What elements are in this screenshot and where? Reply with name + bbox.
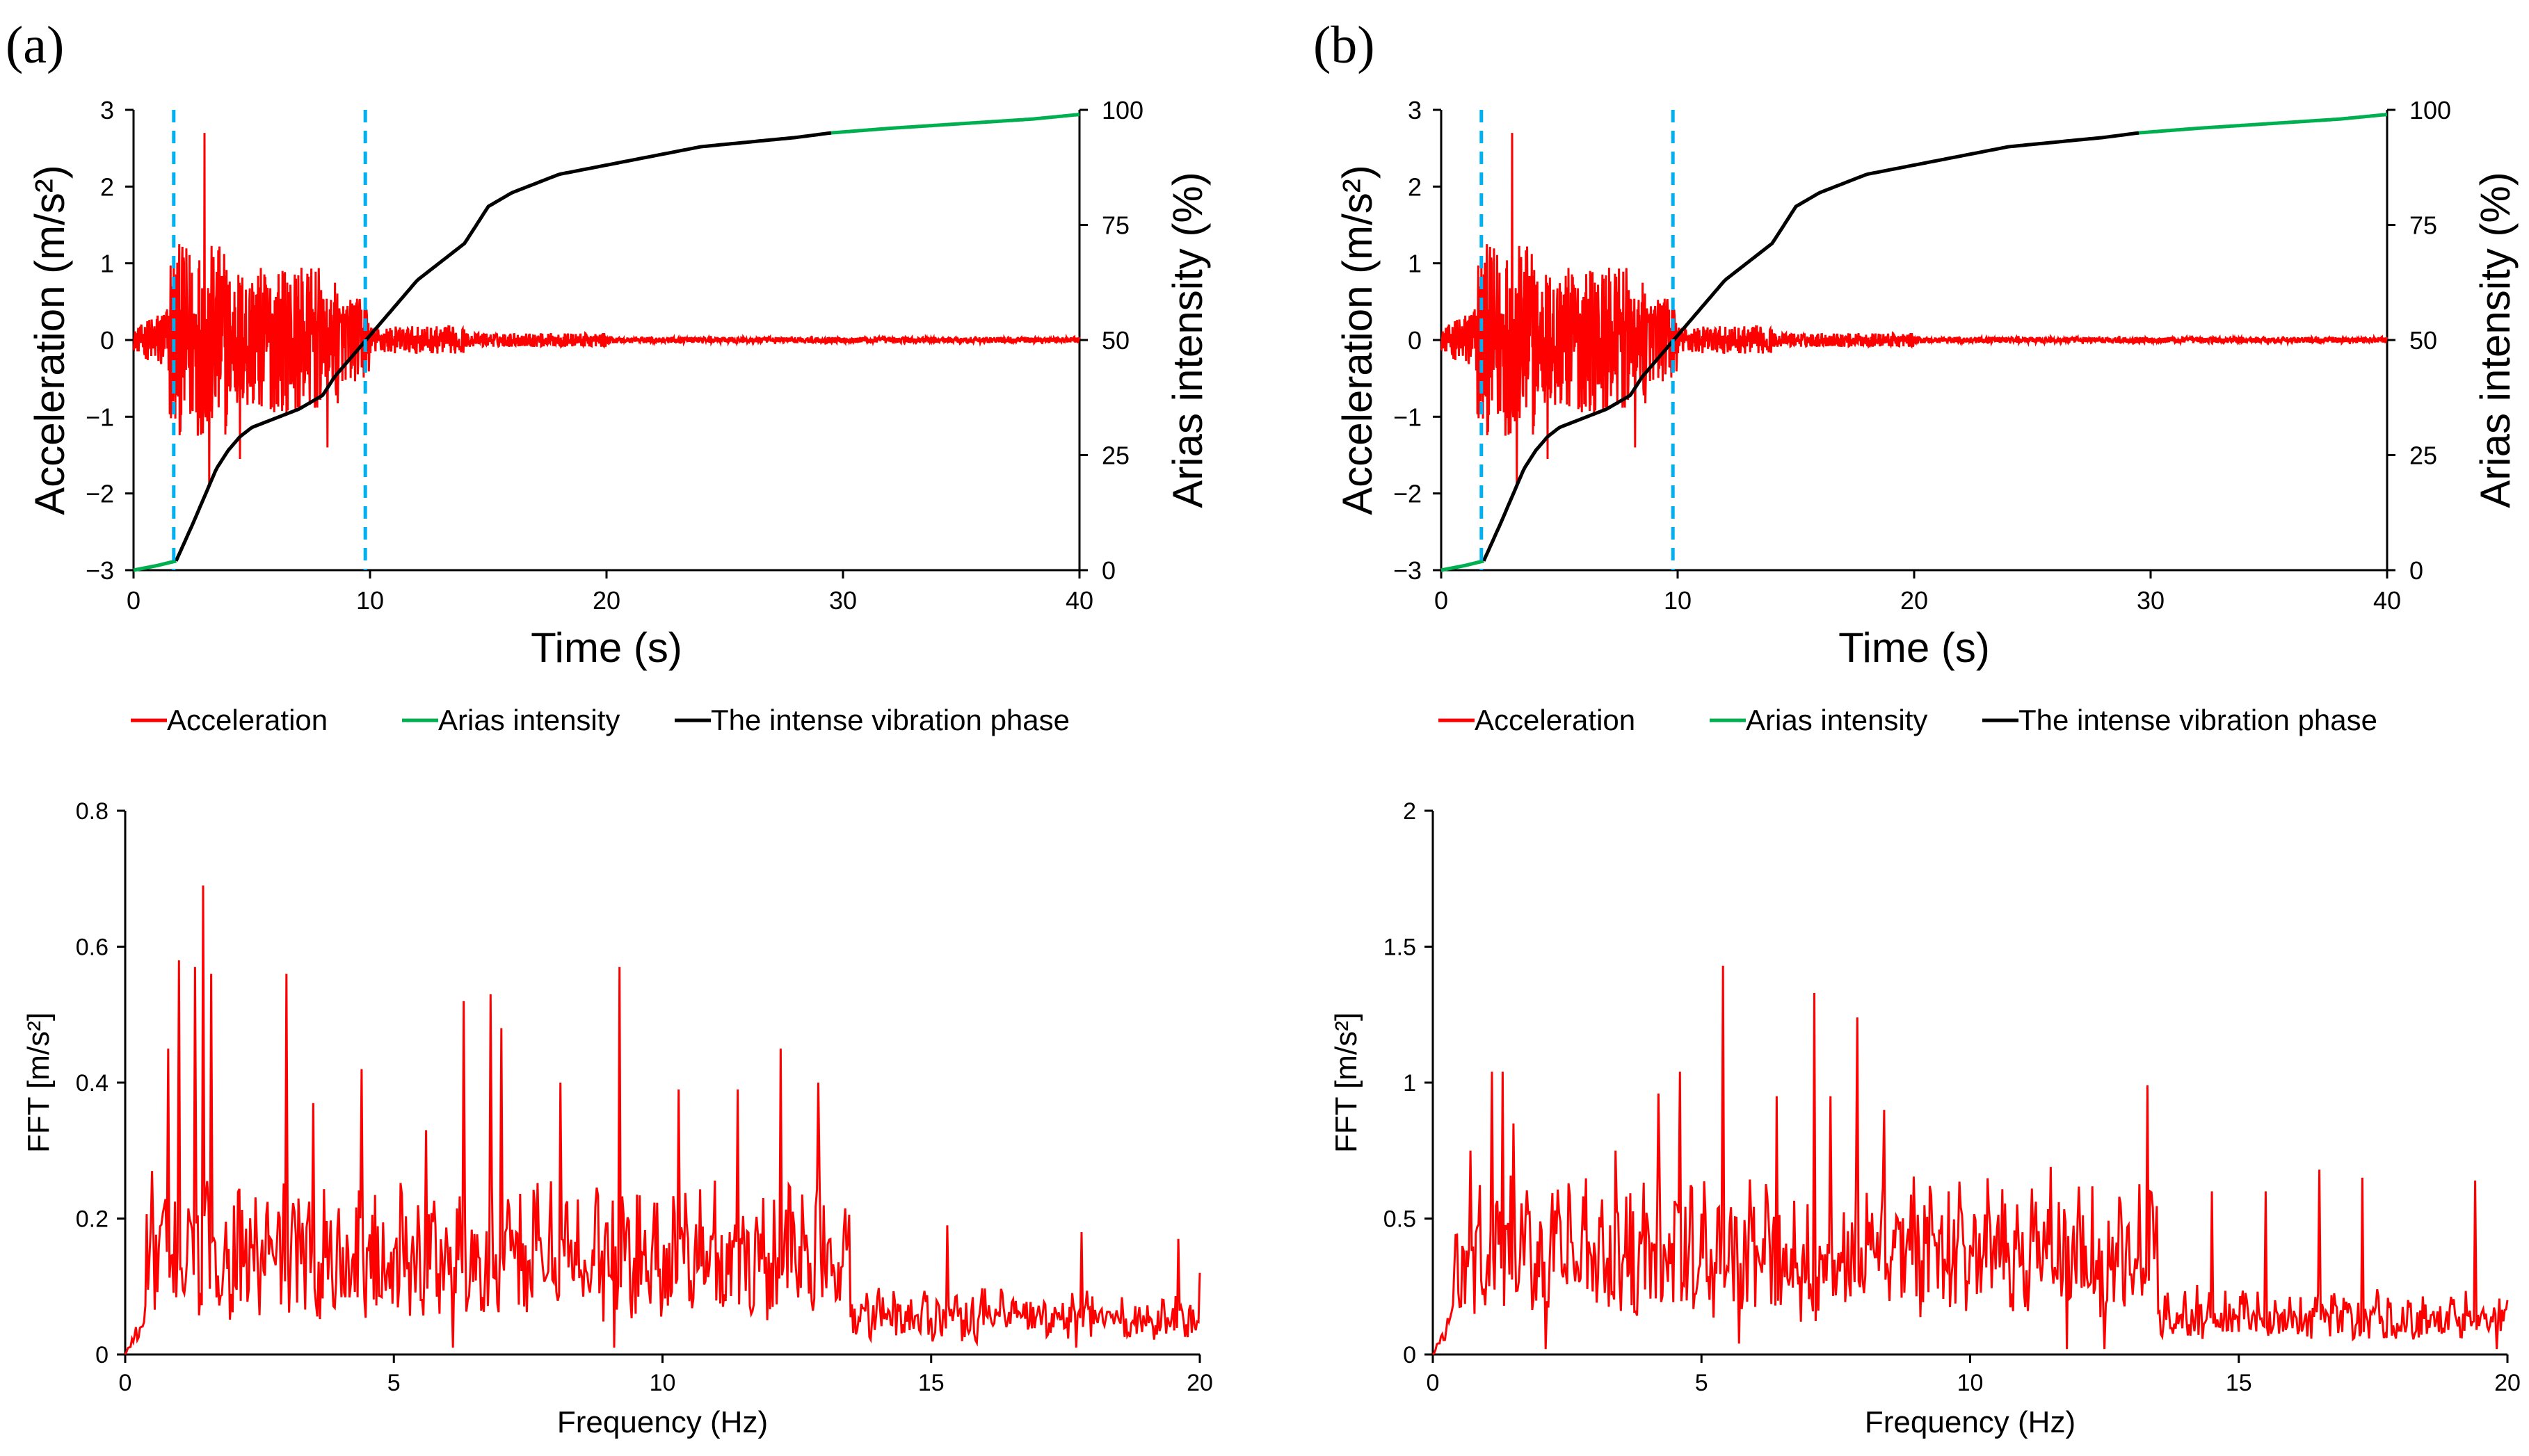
y-left-tick-label: 3 [100,96,114,124]
legend-a: Acceleration Arias intensity The intense v… [131,704,1070,736]
legend-label-intense: The intense vibration phase [711,704,1070,736]
fft-y-tick-label: 1.5 [1383,935,1416,961]
fft-y-tick-label: 1 [1403,1070,1416,1097]
arias-intensity-series-line-end [830,113,1080,135]
fft-x-tick-label: 5 [1695,1370,1708,1396]
fft-x-tick-label: 20 [2494,1370,2521,1396]
legend-label-acceleration: Acceleration [1475,704,1635,736]
fft-y-tick-label: 0.6 [76,935,109,961]
legend-label-acceleration: Acceleration [167,704,328,736]
arias-intensity-series-line-start [1440,559,1485,572]
fft-x-tick-label: 10 [1957,1370,1984,1396]
fft-chart-a: 0 5 10 15 20 0 0.2 0.4 0.6 0.8 Frequency (Hz) FFT [… [22,798,1213,1439]
fft-y-tick-label: 0.4 [76,1070,109,1097]
y-left-tick-label: −2 [86,480,114,508]
y-left-tick-label: 2 [1408,172,1422,201]
x-tick-label: 30 [2137,586,2165,615]
fft-y-tick-label: 2 [1403,798,1416,825]
fft-x-tick-label: 20 [1187,1370,1213,1396]
fft-y-tick-label: 0.5 [1383,1206,1416,1233]
fft-x-tick-label: 0 [1427,1370,1440,1396]
arias-intensity-series-line-end [2138,113,2388,135]
y-right-tick-label: 75 [2409,211,2437,240]
fft-series-line [1431,965,2509,1356]
fft-x-tick-label: 0 [119,1370,132,1396]
y-left-tick-label: −3 [1393,556,1422,585]
y-right-tick-label: 50 [1102,326,1130,355]
fft-x-tick-label: 10 [650,1370,676,1396]
y-left-tick-label: −3 [86,556,114,585]
x-tick-label: 20 [593,586,620,615]
x-tick-label: 0 [1434,586,1448,615]
y-left-tick-label: 0 [1408,326,1422,355]
legend-label-arias: Arias intensity [1746,704,1927,736]
y-right-tick-label: 0 [1102,556,1116,585]
y-axis-right-label: Arias intensity (%) [1164,172,1211,508]
fft-y-axis-label: FFT [m/s²] [1329,1012,1363,1153]
y-right-tick-label: 25 [1102,442,1130,470]
fft-y-tick-label: 0 [95,1342,109,1368]
y-right-tick-label: 100 [2409,96,2451,124]
y-left-tick-label: 3 [1408,96,1422,124]
fft-y-axis-label: FFT [m/s²] [22,1012,56,1153]
legend-label-intense: The intense vibration phase [2018,704,2377,736]
y-left-tick-label: −1 [86,403,114,431]
y-left-tick-label: −1 [1393,403,1422,431]
x-tick-label: 10 [356,586,384,615]
x-axis-label: Time (s) [531,624,682,671]
fft-series-line [124,885,1201,1355]
panel-label-b: (b) [1313,16,1375,74]
y-axis-right-label: Arias intensity (%) [2472,172,2519,508]
legend-label-arias: Arias intensity [438,704,620,736]
fft-x-axis-label: Frequency (Hz) [1865,1405,2076,1439]
y-right-tick-label: 0 [2409,556,2423,585]
y-left-tick-label: 1 [1408,250,1422,278]
fft-x-tick-label: 15 [918,1370,945,1396]
y-left-tick-label: 1 [100,250,114,278]
fft-chart-b: 0 5 10 15 20 0 0.5 1 1.5 2 Frequency (Hz) FFT [m/s²… [1329,798,2521,1439]
fft-y-tick-label: 0 [1403,1342,1416,1368]
x-tick-label: 0 [127,586,140,615]
panel-label-a: (a) [6,16,64,74]
y-left-tick-label: 2 [100,172,114,201]
arias-intensity-series-line-start [133,559,177,572]
y-right-tick-label: 100 [1102,96,1143,124]
x-tick-label: 40 [2373,586,2401,615]
y-right-tick-label: 50 [2409,326,2437,355]
intense-vibration-phase-series-line [174,131,832,562]
legend-b: Acceleration Arias intensity The intense v… [1438,704,2377,736]
y-axis-left-label: Acceleration (m/s²) [1334,165,1381,515]
y-right-tick-label: 75 [1102,211,1130,240]
x-tick-label: 40 [1066,586,1093,615]
acceleration-series-line [133,133,1081,486]
x-tick-label: 30 [829,586,857,615]
fft-y-tick-label: 0.2 [76,1206,109,1233]
x-tick-label: 10 [1664,586,1692,615]
y-left-tick-label: 0 [100,326,114,355]
fft-y-tick-label: 0.8 [76,798,109,825]
y-axis-left-label: Acceleration (m/s²) [26,165,73,515]
fft-x-tick-label: 5 [387,1370,401,1396]
y-left-tick-label: −2 [1393,480,1422,508]
y-right-tick-label: 25 [2409,442,2437,470]
fft-x-tick-label: 15 [2226,1370,2252,1396]
fft-x-axis-label: Frequency (Hz) [557,1405,768,1439]
intense-vibration-phase-series-line [1482,131,2139,562]
acceleration-series-line [1440,133,2388,486]
x-tick-label: 20 [1900,586,1928,615]
x-axis-label: Time (s) [1838,624,1990,671]
